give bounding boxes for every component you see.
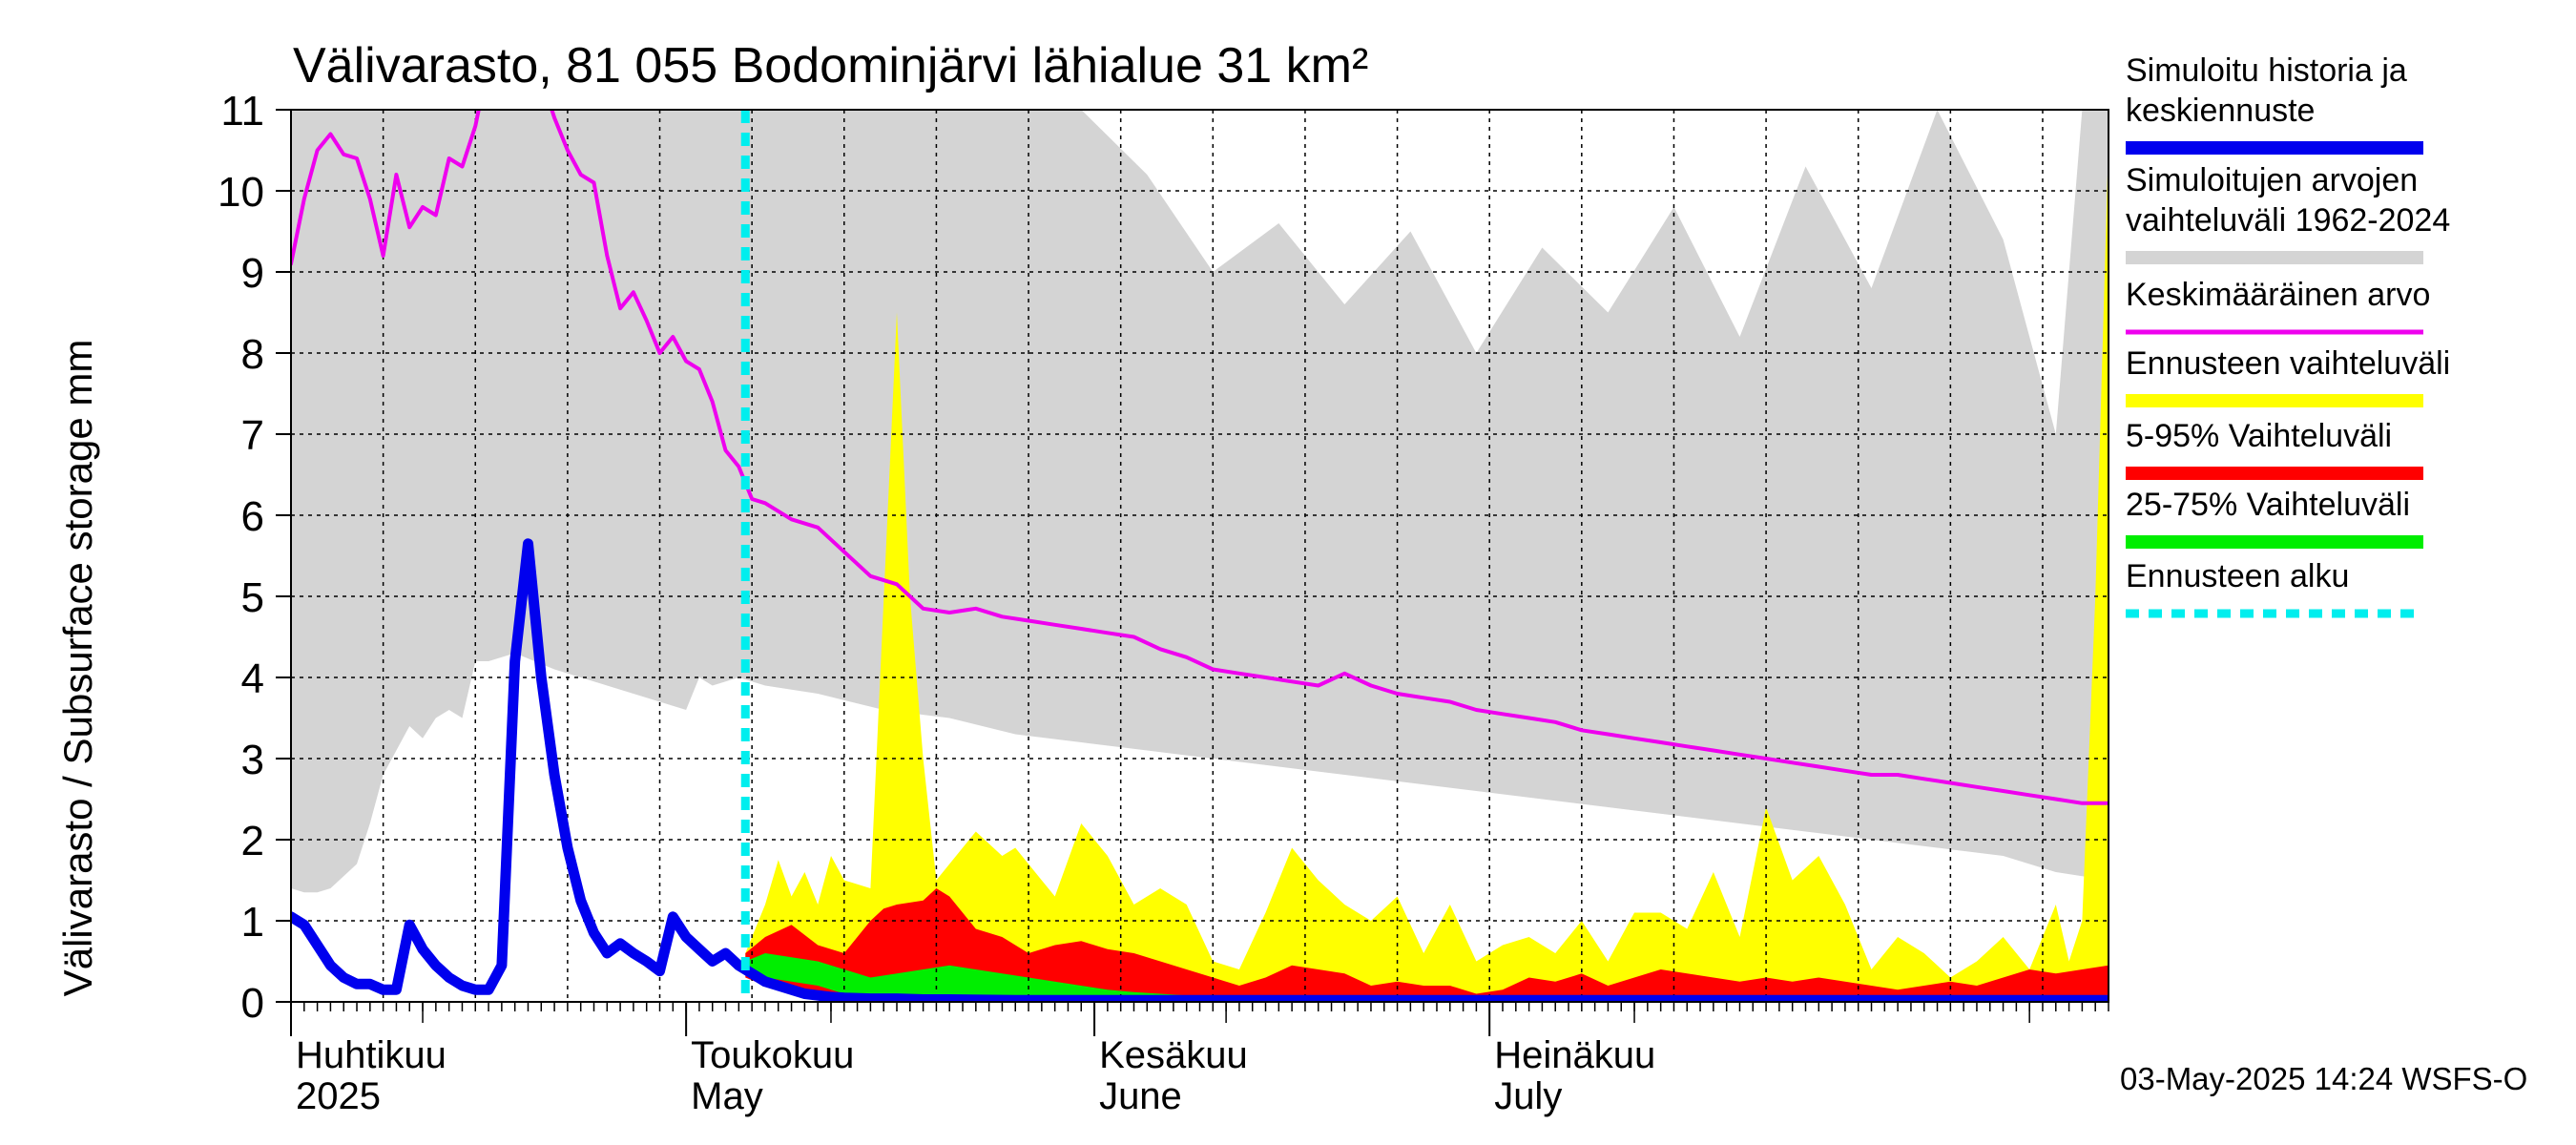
x-month-label-en: May bbox=[691, 1075, 763, 1117]
x-month-label-fi: Heinäkuu bbox=[1494, 1034, 1655, 1076]
legend-label: Simuloitu historia ja bbox=[2126, 52, 2407, 89]
legend-item-5-95-vaihteluv-li: 5-95% Vaihteluväli bbox=[2126, 418, 2423, 480]
chart-title: Välivarasto, 81 055 Bodominjärvi lähialu… bbox=[293, 38, 1368, 94]
legend-item-25-75-vaihteluv-li: 25-75% Vaihteluväli bbox=[2126, 487, 2423, 549]
legend-label: Keskimääräinen arvo bbox=[2126, 277, 2430, 313]
legend-label: 5-95% Vaihteluväli bbox=[2126, 418, 2392, 454]
y-tick-label: 4 bbox=[241, 656, 264, 702]
y-axis-label: Välivarasto / Subsurface storage mm bbox=[55, 340, 100, 997]
legend-label: Simuloitujen arvojen bbox=[2126, 162, 2418, 198]
x-month-label-fi: Toukokuu bbox=[691, 1034, 854, 1076]
y-tick-label: 0 bbox=[241, 980, 264, 1027]
legend-label: vaihteluväli 1962-2024 bbox=[2126, 202, 2450, 239]
series-25-75-vaihteluv-li bbox=[745, 953, 2109, 1002]
y-tick-label: 11 bbox=[220, 88, 264, 135]
legend-label: Ennusteen vaihteluväli bbox=[2126, 345, 2450, 382]
legend: Simuloitu historia jakeskiennusteSimuloi… bbox=[2126, 52, 2450, 618]
y-tick-label: 9 bbox=[241, 250, 264, 297]
series-5-95-vaihteluv-li bbox=[745, 888, 2109, 1002]
y-tick-label: 1 bbox=[241, 899, 264, 946]
y-tick-label: 2 bbox=[241, 818, 264, 864]
x-month-label-fi: Kesäkuu bbox=[1099, 1034, 1248, 1076]
legend-item-simuloitujen-arvojen-vaihteluv-li-1962-2024: Simuloitujen arvojen vaihteluväli 1962-20… bbox=[2126, 162, 2450, 264]
series-keskim-r-inen-arvo bbox=[291, 110, 2109, 805]
y-tick-label: 5 bbox=[241, 574, 264, 621]
line-layer bbox=[291, 110, 2109, 1002]
y-tick-label: 6 bbox=[241, 493, 264, 540]
grid bbox=[291, 110, 2109, 1002]
series-simuloitu-historia-ja-keskiennuste bbox=[291, 538, 2109, 1002]
legend-label: keskiennuste bbox=[2126, 93, 2315, 129]
y-tick-label: 8 bbox=[241, 331, 264, 378]
y-tick-label: 7 bbox=[241, 412, 264, 459]
footer-timestamp: 03-May-2025 14:24 WSFS-O bbox=[2120, 1061, 2527, 1096]
y-tick-label: 3 bbox=[241, 737, 264, 783]
x-month-label-en: June bbox=[1099, 1075, 1182, 1117]
legend-item-ennusteen-alku: Ennusteen alku bbox=[2126, 558, 2423, 618]
x-month-label-fi: Huhtikuu bbox=[296, 1034, 447, 1076]
legend-item-simuloitu-historia-ja-keskiennuste: Simuloitu historia ja keskiennuste bbox=[2126, 52, 2423, 155]
legend-label: Ennusteen alku bbox=[2126, 558, 2349, 594]
x-month-label-en: July bbox=[1494, 1075, 1562, 1117]
legend-item-ennusteen-vaihteluv-li: Ennusteen vaihteluväli bbox=[2126, 345, 2450, 407]
legend-item-keskim-r-inen-arvo: Keskimääräinen arvo bbox=[2126, 277, 2430, 335]
y-tick-label: 10 bbox=[218, 169, 264, 216]
x-month-label-en: 2025 bbox=[296, 1075, 381, 1117]
legend-label: 25-75% Vaihteluväli bbox=[2126, 487, 2410, 523]
